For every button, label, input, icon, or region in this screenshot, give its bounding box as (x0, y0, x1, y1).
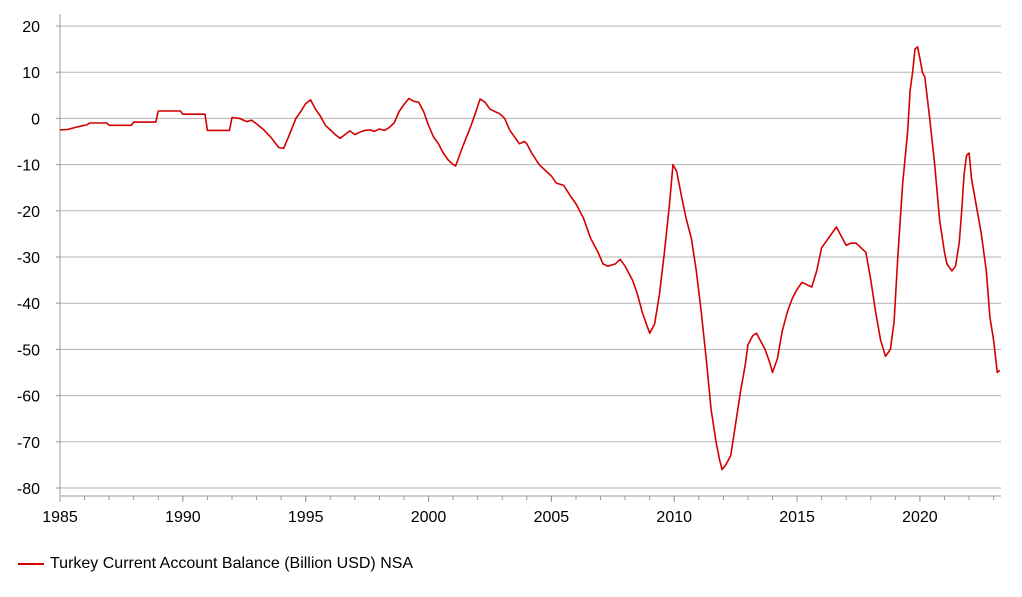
series-layer (59, 46, 1001, 471)
series-line (59, 46, 1001, 471)
legend-label: Turkey Current Account Balance (Billion … (50, 555, 414, 572)
y-tick-label: 10 (22, 65, 40, 82)
x-tick-label: 2015 (779, 509, 815, 526)
y-tick-label: -10 (17, 158, 40, 175)
x-tick-label: 2000 (411, 509, 447, 526)
x-tick-label: 2010 (656, 509, 692, 526)
y-tick-label: -80 (17, 481, 40, 498)
y-tick-label: -20 (17, 204, 40, 221)
y-tick-label: -30 (17, 250, 40, 267)
y-tick-label: -70 (17, 435, 40, 452)
y-tick-label: -50 (17, 342, 40, 359)
x-tick-label: 1990 (165, 509, 201, 526)
legend-swatch (18, 563, 44, 565)
legend: Turkey Current Account Balance (Billion … (18, 552, 413, 576)
x-tick-label: 1985 (42, 509, 78, 526)
y-tick-label: 20 (22, 19, 40, 36)
x-tick-label: 1995 (288, 509, 324, 526)
x-tick-label: 2020 (902, 509, 938, 526)
y-tick-label: 0 (31, 111, 40, 128)
y-tick-label: -60 (17, 389, 40, 406)
y-tick-label: -40 (17, 296, 40, 313)
x-tick-label: 2005 (534, 509, 570, 526)
gridlines (60, 25, 1001, 489)
